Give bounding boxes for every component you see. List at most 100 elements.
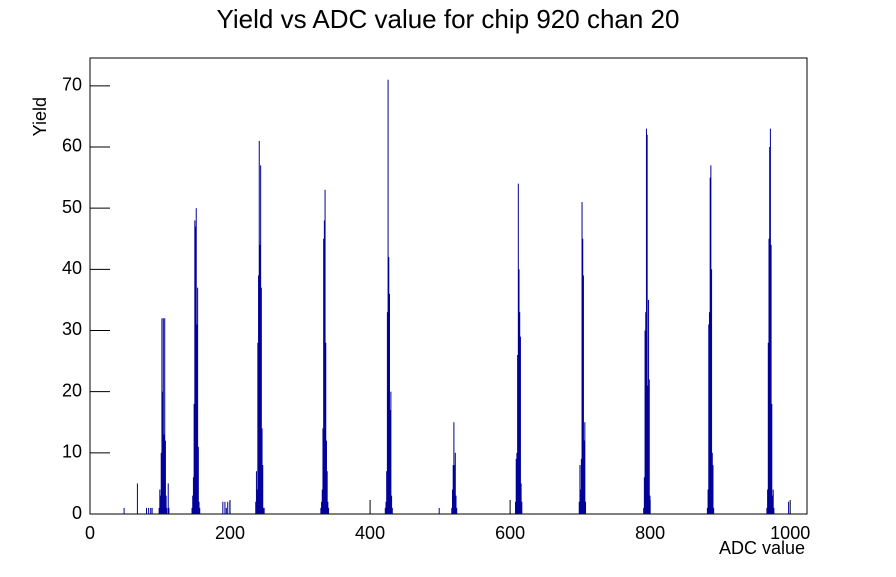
bar — [710, 165, 712, 514]
bar — [197, 446, 199, 514]
bar — [323, 238, 325, 515]
y-tick-label: 50 — [62, 197, 82, 217]
bar — [262, 465, 264, 514]
bar — [321, 489, 323, 514]
bar — [584, 422, 586, 514]
bar — [585, 501, 587, 514]
bar — [148, 507, 150, 514]
bar — [193, 403, 195, 514]
bar — [767, 342, 769, 514]
bar — [161, 318, 163, 514]
bar — [707, 489, 709, 514]
bar — [195, 208, 197, 515]
bar — [325, 342, 327, 514]
bar — [579, 465, 581, 514]
plot-frame — [89, 57, 808, 515]
bar — [769, 128, 771, 514]
bar — [788, 501, 790, 514]
bar — [260, 287, 262, 514]
x-tick-label: 0 — [85, 523, 95, 543]
bar — [455, 495, 457, 514]
bar — [123, 507, 125, 514]
x-tick-label: 400 — [355, 523, 385, 543]
bar — [517, 183, 519, 515]
bar — [706, 507, 708, 514]
bar — [168, 507, 170, 514]
bar — [646, 134, 648, 514]
bar — [519, 312, 521, 514]
bar — [390, 391, 392, 514]
bar — [257, 342, 259, 514]
bar — [323, 220, 325, 515]
bar — [708, 312, 710, 514]
bar — [263, 507, 265, 514]
bar — [766, 507, 768, 514]
bar — [165, 495, 167, 514]
bar — [456, 507, 458, 514]
bar — [515, 501, 517, 514]
bar — [163, 434, 165, 514]
bar — [769, 146, 771, 514]
bar — [224, 501, 226, 514]
bar — [391, 507, 393, 514]
bar — [197, 287, 199, 514]
bar — [391, 495, 393, 514]
bar — [712, 465, 714, 514]
bar — [258, 140, 260, 514]
bar — [454, 452, 456, 514]
bar — [711, 269, 713, 514]
bar — [261, 428, 263, 514]
bar — [225, 507, 227, 514]
bar — [258, 275, 260, 514]
bar — [389, 410, 391, 514]
x-tick-label: 800 — [635, 523, 665, 543]
bar — [388, 293, 390, 514]
bar — [162, 391, 164, 514]
bar — [321, 501, 323, 514]
bar — [582, 238, 584, 515]
bar — [771, 495, 773, 514]
bar — [452, 489, 454, 514]
bar — [327, 501, 329, 514]
y-tick-label: 20 — [62, 380, 82, 400]
bar — [262, 507, 264, 514]
bar — [324, 189, 326, 515]
bar — [196, 324, 198, 514]
bar — [521, 501, 523, 514]
bar — [320, 507, 322, 514]
bar — [438, 507, 440, 514]
y-tick-label: 70 — [62, 75, 82, 95]
bar — [452, 465, 454, 514]
x-tick-label: 200 — [215, 523, 245, 543]
bar — [158, 507, 160, 514]
bar — [388, 257, 390, 514]
bar — [164, 440, 166, 514]
bar — [227, 501, 229, 514]
y-tick-label: 10 — [62, 442, 82, 462]
bar — [167, 483, 169, 514]
bar — [648, 299, 650, 514]
bar — [644, 330, 646, 514]
y-tick-label: 40 — [62, 258, 82, 278]
bar — [647, 385, 649, 514]
y-tick-label: 0 — [72, 503, 82, 523]
bar — [583, 440, 585, 514]
bar — [451, 507, 453, 514]
bar — [160, 452, 162, 514]
bar — [767, 489, 769, 514]
bar — [164, 318, 166, 514]
bar — [580, 458, 582, 514]
bar — [580, 489, 582, 514]
x-tick-label: 600 — [495, 523, 525, 543]
bar — [518, 269, 520, 514]
bar — [519, 336, 521, 514]
bar — [645, 312, 647, 514]
bar — [711, 452, 713, 514]
chart-title: Yield vs ADC value for chip 920 chan 20 — [217, 4, 680, 34]
bar — [166, 507, 168, 514]
bar — [516, 452, 518, 514]
bar — [384, 507, 386, 514]
bar — [713, 507, 715, 514]
